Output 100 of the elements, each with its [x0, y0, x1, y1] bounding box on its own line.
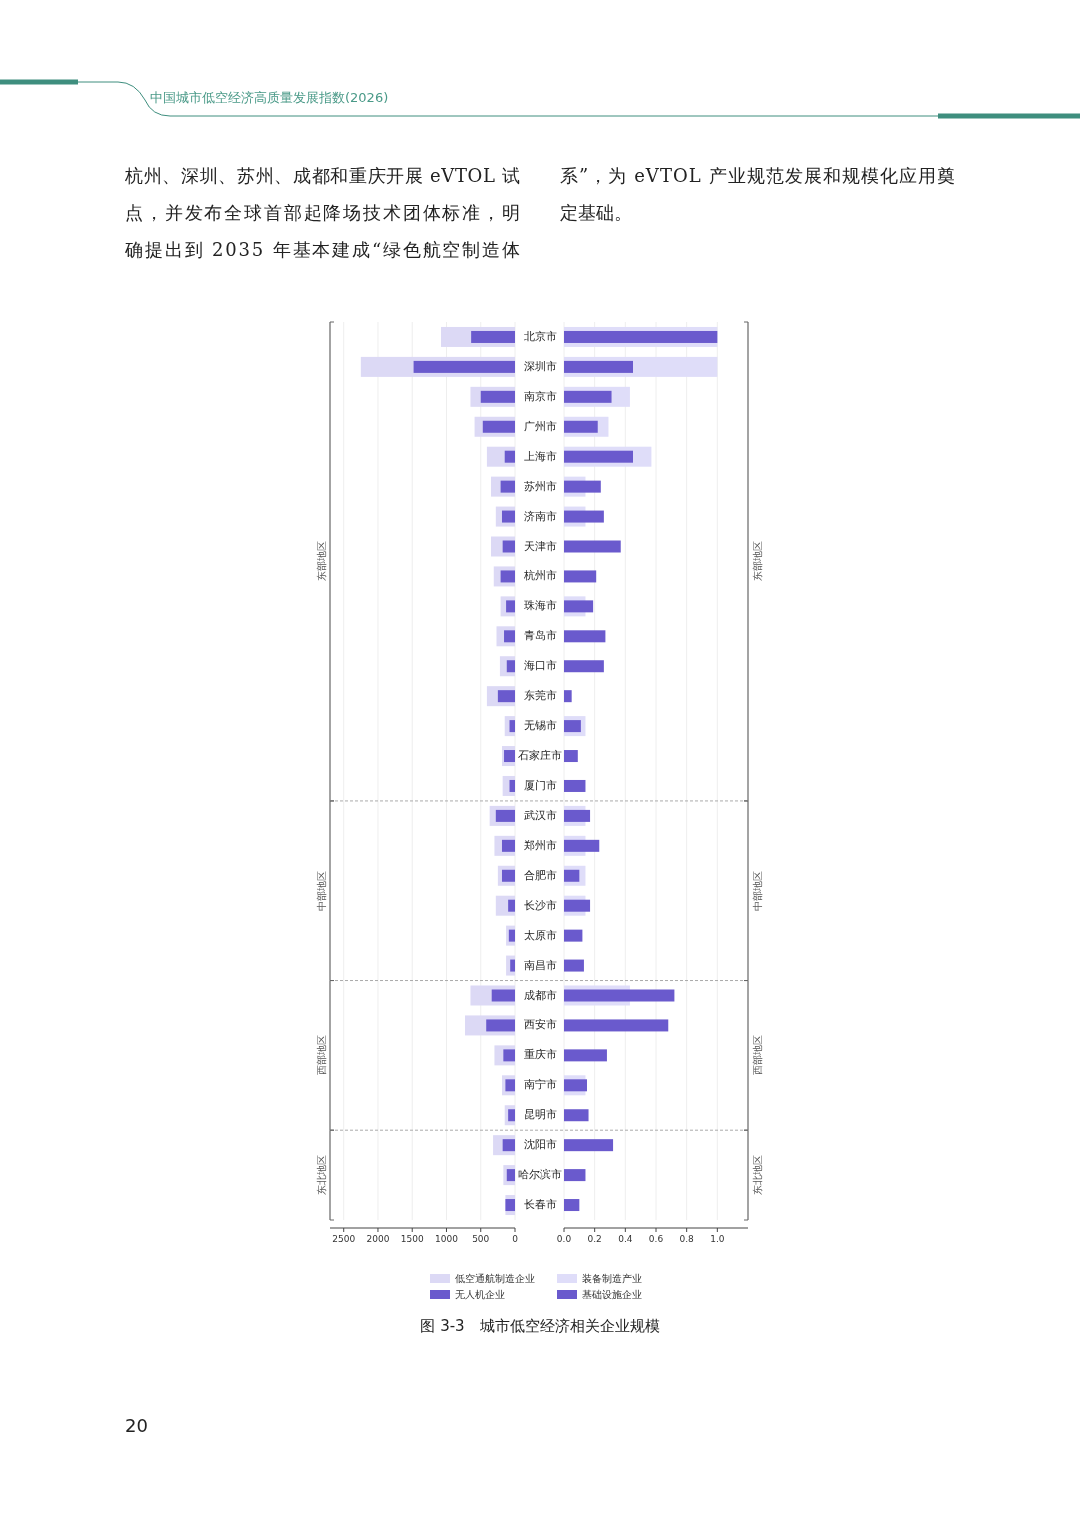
y-tick-label: 重庆市 — [523, 1048, 557, 1061]
bar — [491, 989, 515, 1002]
y2-axis-title: 中部地区 — [752, 870, 763, 911]
text: 定基础。 — [560, 202, 632, 223]
y-tick-label: 北京市 — [523, 329, 557, 342]
bar — [504, 750, 515, 763]
y-tick-label: 青岛市 — [523, 629, 557, 642]
legend-label: 低空通航制造企业 — [455, 1273, 535, 1284]
bar — [564, 1109, 589, 1122]
bar — [508, 929, 515, 942]
bar — [564, 570, 597, 583]
bar — [564, 390, 612, 403]
y-tick-label: 郑州市 — [523, 838, 557, 851]
bar — [564, 720, 581, 733]
bar — [564, 750, 578, 763]
text: 确提出到 2035 年基本建成“绿色航空制造体 — [124, 239, 520, 260]
bar — [502, 540, 515, 553]
y-axis-title: 东北地区 — [316, 1155, 327, 1196]
x-tick-label: 0 — [512, 1234, 519, 1244]
bar — [480, 390, 515, 403]
y-tick-label: 南京市 — [523, 389, 557, 402]
bar — [564, 690, 572, 703]
y-tick-label: 海口市 — [523, 659, 557, 672]
y-tick-label: 长春市 — [523, 1198, 557, 1211]
y-axis-title: 东部地区 — [316, 541, 327, 582]
bar — [497, 690, 515, 703]
y-tick-label: 武汉市 — [523, 808, 557, 821]
y-tick-label: 成都市 — [523, 988, 557, 1001]
text: 中国城市低空经济高质量发展指数(2026) — [150, 90, 389, 105]
bar — [564, 360, 633, 373]
y-tick-label: 石家庄市 — [518, 749, 562, 762]
x-tick-label: 1.0 — [710, 1234, 725, 1244]
y2-axis-title: 东北地区 — [752, 1155, 763, 1196]
y2-axis-title: 西部地区 — [752, 1035, 763, 1076]
y-tick-label: 长沙市 — [523, 898, 557, 911]
bar — [504, 630, 515, 643]
x-tick-label: 1000 — [435, 1234, 459, 1244]
x-tick-label: 0.0 — [556, 1234, 572, 1244]
bar — [564, 1139, 614, 1152]
bar — [564, 839, 600, 852]
y-tick-label: 杭州市 — [522, 569, 557, 582]
bar — [501, 869, 515, 882]
bar — [504, 450, 515, 463]
y-tick-label: 哈尔滨市 — [518, 1168, 562, 1181]
bar — [486, 1019, 515, 1032]
y-tick-label: 厦门市 — [523, 778, 557, 791]
bar — [564, 630, 606, 643]
y-tick-label: 沈阳市 — [523, 1138, 557, 1151]
bar — [564, 480, 601, 493]
bar — [564, 959, 584, 972]
y-tick-label: 东莞市 — [523, 689, 557, 702]
bar — [564, 510, 604, 523]
bar — [413, 360, 515, 373]
x-tick-label: 0.2 — [587, 1234, 602, 1244]
legend-label: 装备制造产业 — [582, 1273, 642, 1284]
bar — [508, 899, 515, 912]
bar — [509, 779, 515, 792]
bar — [564, 660, 604, 673]
x-tick-label: 500 — [472, 1234, 490, 1244]
bar — [505, 1079, 515, 1092]
legend-label: 无人机企业 — [455, 1289, 505, 1300]
legend-label: 基础设施企业 — [582, 1289, 642, 1300]
y-tick-label: 济南市 — [523, 509, 557, 522]
y-tick-label: 上海市 — [523, 449, 557, 462]
bar — [564, 869, 580, 882]
y-tick-label: 南宁市 — [523, 1078, 557, 1091]
bar — [564, 899, 591, 912]
y-tick-label: 合肥市 — [523, 868, 557, 881]
x-tick-label: 1500 — [400, 1234, 424, 1244]
x-tick-label: 0.6 — [648, 1234, 664, 1244]
bar — [564, 1169, 586, 1182]
bar — [564, 600, 594, 613]
bar — [564, 1019, 669, 1032]
bar — [509, 720, 515, 733]
bar — [564, 1199, 580, 1212]
text: 点，并发布全球首部起降场技术团体标准，明 — [125, 202, 520, 223]
bar — [495, 809, 515, 822]
bar — [564, 420, 598, 433]
bar — [501, 510, 515, 523]
x-tick-label: 2000 — [366, 1234, 390, 1244]
y-tick-label: 西安市 — [523, 1018, 557, 1031]
y-tick-label: 无锡市 — [523, 719, 557, 732]
x-tick-label: 0.8 — [679, 1234, 695, 1244]
y-tick-label: 天津市 — [523, 539, 557, 552]
bar — [506, 600, 515, 613]
bar — [564, 809, 591, 822]
bar — [500, 570, 515, 583]
y2-axis-title: 东部地区 — [752, 541, 763, 582]
y-axis-title: 西部地区 — [316, 1035, 327, 1076]
bar — [471, 330, 515, 343]
y-tick-label: 南昌市 — [523, 958, 557, 971]
bar — [564, 1049, 607, 1062]
bar — [564, 929, 583, 942]
text: 图 3-3 城市低空经济相关企业规模 — [420, 1317, 660, 1335]
bar — [506, 660, 515, 673]
bar — [564, 450, 633, 463]
y-tick-label: 昆明市 — [523, 1108, 557, 1121]
y-tick-label: 广州市 — [523, 419, 557, 432]
bar — [482, 420, 515, 433]
bar — [564, 989, 675, 1002]
